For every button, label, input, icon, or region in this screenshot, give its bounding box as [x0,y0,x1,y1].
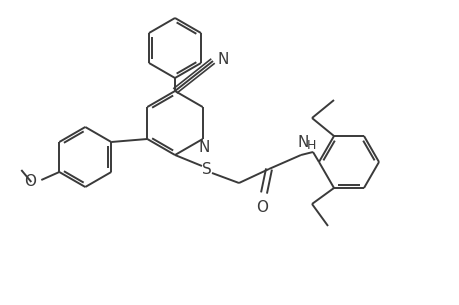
Text: O: O [256,200,268,215]
Text: N: N [218,52,229,66]
Text: S: S [202,162,212,177]
Text: N: N [297,135,308,150]
Text: N: N [197,140,209,155]
Text: O: O [24,174,36,188]
Text: H: H [306,139,315,152]
